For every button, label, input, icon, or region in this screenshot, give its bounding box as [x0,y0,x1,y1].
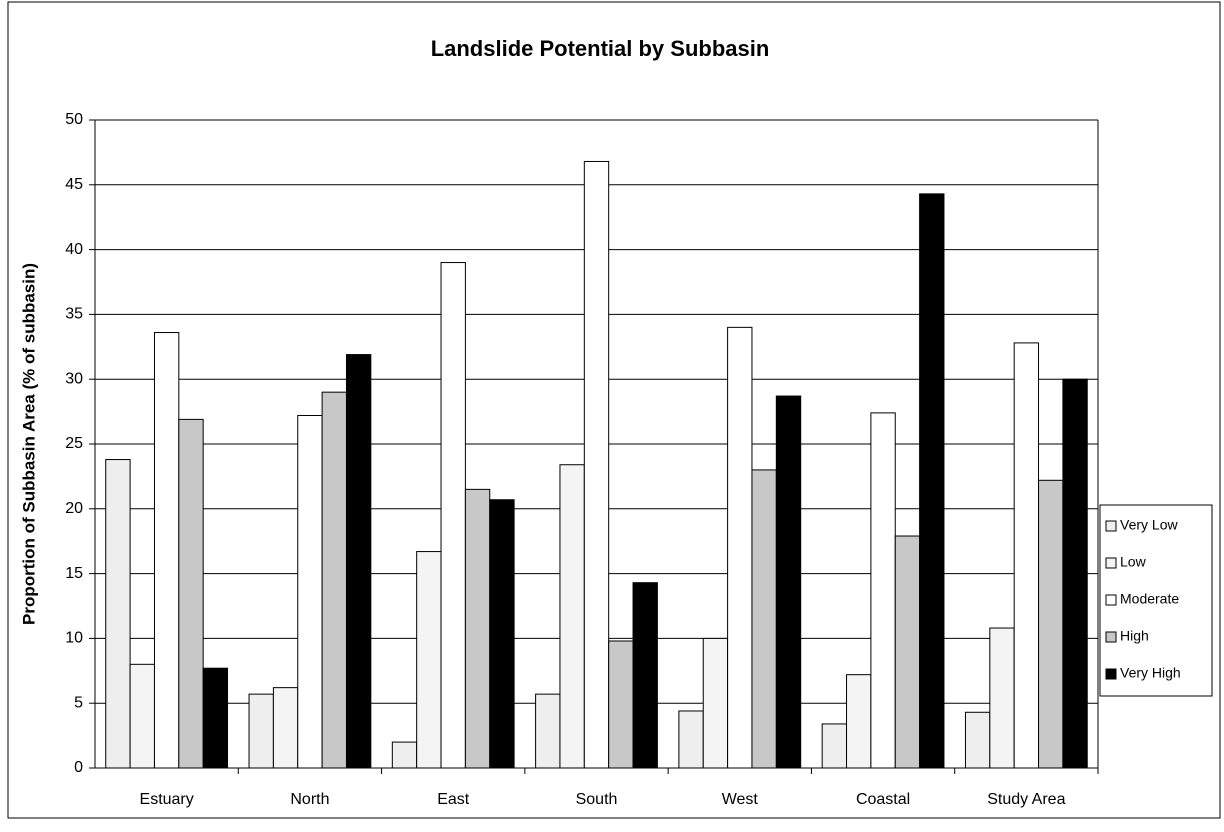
legend-swatch [1105,631,1117,643]
bar [272,687,299,769]
y-tick-label: 40 [65,241,83,258]
bar [464,488,491,769]
y-tick-label: 5 [74,694,83,711]
legend-label: High [1120,628,1149,644]
bar [105,459,131,769]
bar [391,741,418,769]
bar [919,193,945,769]
legend-label: Very High [1120,665,1181,681]
bar [775,395,802,769]
x-tick-label: Study Area [987,791,1065,808]
bar [178,418,204,769]
bar [345,354,372,769]
bar [535,693,561,769]
bar [727,326,753,769]
y-tick-label: 50 [65,111,83,128]
y-tick-label: 10 [65,630,83,647]
bar [583,160,610,769]
bar [1062,378,1088,769]
bar [559,464,585,769]
legend-swatch [1105,520,1117,532]
bar [608,640,634,769]
bar [751,469,777,769]
bar [489,499,515,769]
y-tick-label: 0 [74,759,83,776]
x-tick-label: Estuary [140,791,194,808]
bar [440,262,466,769]
bar [964,711,991,769]
bar [248,693,274,769]
chart-title: Landslide Potential by Subbasin [431,36,770,61]
x-tick-label: West [722,791,759,808]
legend-label: Very Low [1120,517,1178,533]
bar [821,723,848,769]
y-tick-label: 45 [65,176,83,193]
legend-swatch [1105,594,1117,606]
bar [1038,479,1064,769]
legend-swatch [1105,668,1117,680]
bar [1013,342,1040,769]
bar [129,663,155,769]
y-tick-label: 25 [65,435,83,452]
y-tick-label: 15 [65,565,83,582]
bar [297,414,323,769]
bar [416,551,442,769]
bar [894,535,921,769]
x-tick-label: South [576,791,618,808]
legend-swatch [1105,557,1117,569]
legend-label: Moderate [1120,591,1179,607]
y-tick-label: 30 [65,370,83,387]
y-axis-label: Proportion of Subbasin Area (% of subbas… [19,263,38,625]
bar [989,627,1015,769]
bar [678,710,704,769]
bar [632,582,658,769]
x-tick-label: Coastal [856,791,910,808]
legend-label: Low [1120,554,1147,570]
legend-box [1099,504,1213,697]
bar [153,332,180,769]
bar [702,637,729,769]
x-tick-label: North [290,791,329,808]
bar [202,667,229,769]
y-tick-label: 35 [65,306,83,323]
x-tick-label: East [437,791,470,808]
y-tick-label: 20 [65,500,83,517]
bar [846,674,872,769]
bar [321,391,347,769]
bar [870,412,896,769]
